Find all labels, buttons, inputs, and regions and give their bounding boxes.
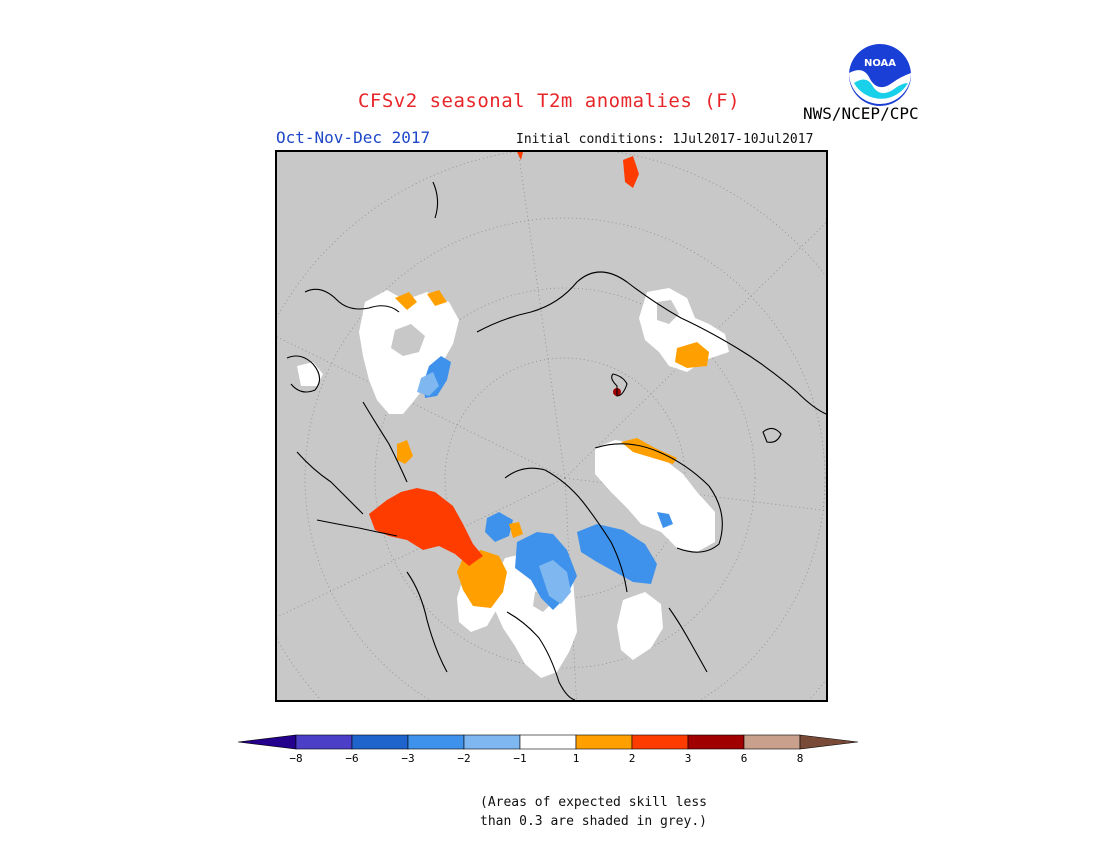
colorbar-tick-label: −2 bbox=[457, 752, 471, 765]
colorbar-segment bbox=[407, 734, 465, 750]
colorbar-end-low bbox=[238, 734, 297, 750]
colorbar-end-high bbox=[799, 734, 859, 750]
colorbar-tick-label: −6 bbox=[345, 752, 359, 765]
logo-text: NOAA bbox=[864, 58, 896, 69]
footnote: (Areas of expected skill less than 0.3 a… bbox=[480, 793, 707, 831]
colorbar-tick-label: 1 bbox=[572, 752, 580, 765]
footnote-line-2: than 0.3 are shaded in grey.) bbox=[480, 814, 707, 829]
colorbar-tick-label: 6 bbox=[740, 752, 748, 765]
map-title: CFSv2 seasonal T2m anomalies (F) bbox=[357, 90, 741, 112]
colorbar-segment bbox=[687, 734, 745, 750]
colorbar-tick-label: 3 bbox=[684, 752, 692, 765]
colorbar-tick-label: −1 bbox=[513, 752, 527, 765]
colorbar-tick-label: −3 bbox=[401, 752, 415, 765]
coastlines bbox=[286, 181, 826, 700]
polar-map bbox=[275, 150, 828, 702]
colorbar-segment bbox=[743, 734, 801, 750]
colorbar-segment bbox=[575, 734, 633, 750]
organization-label: NWS/NCEP/CPC bbox=[803, 104, 919, 123]
footnote-line-1: (Areas of expected skill less bbox=[480, 795, 707, 810]
colorbar-tick-label: 2 bbox=[628, 752, 636, 765]
colorbar-tick-label: −8 bbox=[289, 752, 303, 765]
season-label: Oct-Nov-Dec 2017 bbox=[276, 128, 431, 147]
anomaly-below-normal-light bbox=[417, 372, 571, 604]
colorbar-segment bbox=[519, 734, 577, 750]
initial-conditions-label: Initial conditions: 1Jul2017-10Jul2017 bbox=[516, 132, 814, 147]
anomaly-near-normal bbox=[297, 288, 729, 678]
map-canvas bbox=[277, 152, 826, 700]
noaa-logo-icon: NOAA bbox=[849, 44, 911, 106]
colorbar-segment bbox=[631, 734, 689, 750]
colorbar-segment bbox=[351, 734, 409, 750]
colorbar-segment bbox=[463, 734, 521, 750]
colorbar-segment bbox=[295, 734, 353, 750]
colorbar bbox=[238, 734, 859, 750]
colorbar-tick-label: 8 bbox=[796, 752, 804, 765]
anomaly-much-above-normal bbox=[369, 152, 639, 566]
